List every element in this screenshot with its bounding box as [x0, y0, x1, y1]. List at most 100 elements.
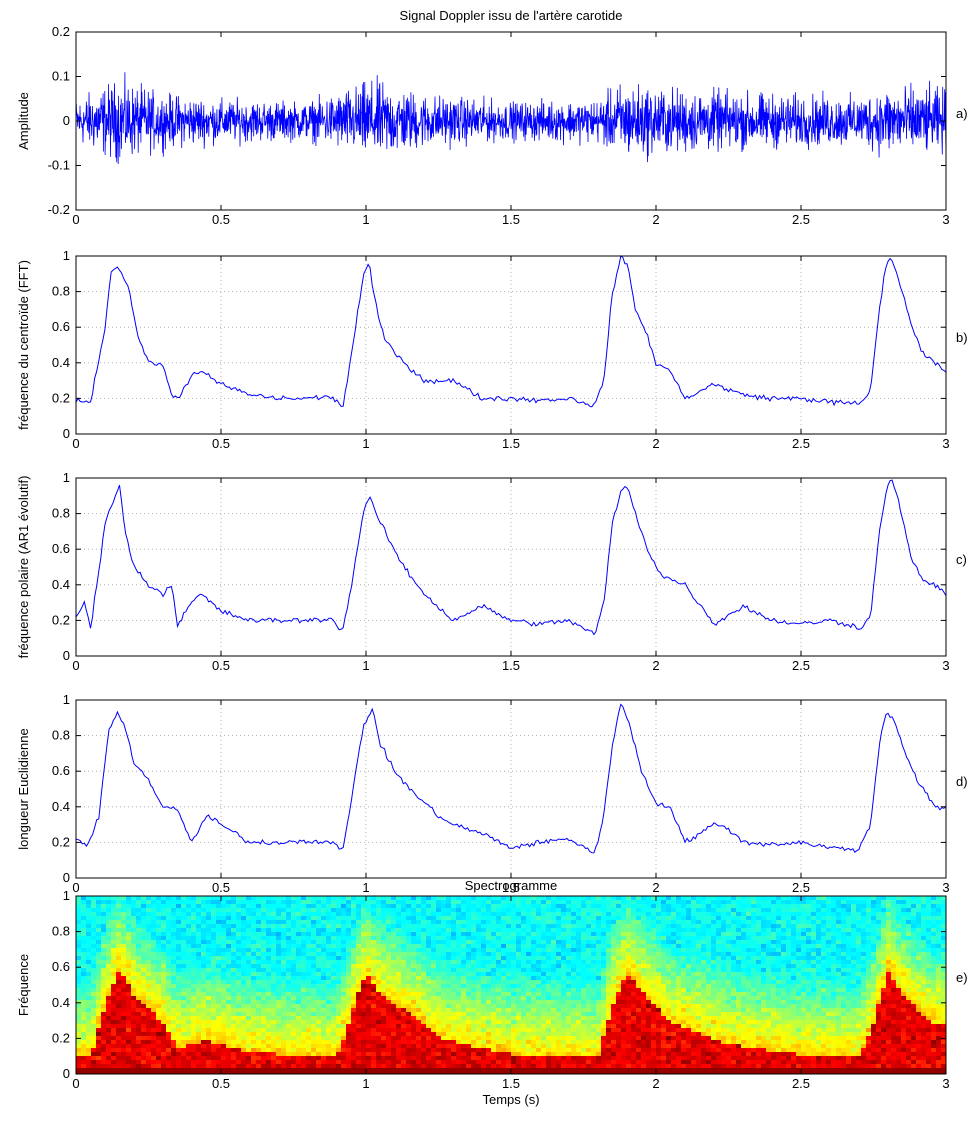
heatmap-cell — [106, 984, 111, 988]
heatmap-cell — [426, 996, 431, 1000]
heatmap-cell — [326, 1024, 331, 1028]
heatmap-cell — [351, 1040, 356, 1044]
heatmap-cell — [106, 908, 111, 912]
heatmap-cell — [201, 988, 206, 992]
heatmap-cell — [316, 964, 321, 968]
heatmap-cell — [421, 932, 426, 936]
heatmap-cell — [141, 972, 146, 976]
heatmap-cell — [456, 948, 461, 952]
heatmap-cell — [451, 984, 456, 988]
heatmap-cell — [371, 960, 376, 964]
heatmap-cell — [81, 1052, 86, 1056]
heatmap-cell — [141, 1004, 146, 1008]
heatmap-cell — [291, 1044, 296, 1048]
heatmap-cell — [521, 972, 526, 976]
heatmap-cell — [351, 1000, 356, 1004]
heatmap-cell — [331, 900, 336, 904]
heatmap-cell — [281, 924, 286, 928]
heatmap-cell — [251, 1068, 256, 1072]
heatmap-cell — [216, 980, 221, 984]
heatmap-cell — [431, 956, 436, 960]
heatmap-cell — [256, 984, 261, 988]
heatmap-cell — [561, 1000, 566, 1004]
heatmap-cell — [406, 1040, 411, 1044]
heatmap-cell — [501, 996, 506, 1000]
heatmap-cell — [401, 968, 406, 972]
heatmap-cell — [451, 916, 456, 920]
heatmap-cell — [86, 1048, 91, 1052]
heatmap-cell — [586, 944, 591, 948]
heatmap-cell — [301, 980, 306, 984]
heatmap-cell — [86, 972, 91, 976]
heatmap-cell — [201, 940, 206, 944]
heatmap-cell — [496, 980, 501, 984]
heatmap-cell — [116, 924, 121, 928]
heatmap-cell — [106, 896, 111, 900]
heatmap-cell — [131, 908, 136, 912]
heatmap-cell — [521, 948, 526, 952]
heatmap-cell — [151, 972, 156, 976]
heatmap-cell — [116, 1032, 121, 1036]
heatmap-cell — [476, 924, 481, 928]
heatmap-cell — [456, 1024, 461, 1028]
heatmap-cell — [396, 1000, 401, 1004]
heatmap-cell — [136, 1052, 141, 1056]
heatmap-cell — [336, 1020, 341, 1024]
heatmap-cell — [266, 1040, 271, 1044]
heatmap-cell — [446, 904, 451, 908]
heatmap-cell — [521, 980, 526, 984]
heatmap-cell — [286, 908, 291, 912]
heatmap-cell — [506, 1064, 511, 1068]
heatmap-cell — [346, 1028, 351, 1032]
heatmap-cell — [241, 916, 246, 920]
heatmap-cell — [141, 900, 146, 904]
heatmap-cell — [526, 1000, 531, 1004]
heatmap-cell — [471, 1060, 476, 1064]
y-tick-label: -0.2 — [48, 202, 70, 217]
heatmap-cell — [211, 896, 216, 900]
heatmap-cell — [166, 1024, 171, 1028]
heatmap-cell — [521, 988, 526, 992]
heatmap-cell — [576, 1048, 581, 1052]
heatmap-cell — [356, 936, 361, 940]
heatmap-cell — [476, 1028, 481, 1032]
heatmap-cell — [571, 900, 576, 904]
heatmap-cell — [561, 972, 566, 976]
heatmap-cell — [536, 1000, 541, 1004]
heatmap-cell — [536, 992, 541, 996]
heatmap-cell — [271, 1040, 276, 1044]
heatmap-cell — [581, 1068, 586, 1072]
heatmap-cell — [256, 1012, 261, 1016]
heatmap-cell — [491, 1068, 496, 1072]
heatmap-cell — [541, 1028, 546, 1032]
heatmap-cell — [246, 1004, 251, 1008]
heatmap-cell — [476, 932, 481, 936]
heatmap-cell — [301, 928, 306, 932]
heatmap-cell — [416, 896, 421, 900]
heatmap-cell — [556, 916, 561, 920]
heatmap-cell — [136, 936, 141, 940]
heatmap-cell — [176, 928, 181, 932]
heatmap-cell — [496, 936, 501, 940]
heatmap-cell — [511, 1000, 516, 1004]
heatmap-cell — [226, 988, 231, 992]
heatmap-cell — [251, 1008, 256, 1012]
heatmap-cell — [461, 1040, 466, 1044]
heatmap-cell — [86, 992, 91, 996]
heatmap-cell — [321, 900, 326, 904]
heatmap-cell — [156, 1048, 161, 1052]
heatmap-cell — [321, 1044, 326, 1048]
heatmap-cell — [231, 900, 236, 904]
heatmap-cell — [466, 920, 471, 924]
heatmap-cell — [76, 1056, 81, 1060]
heatmap-cell — [501, 948, 506, 952]
heatmap-cell — [236, 900, 241, 904]
heatmap-cell — [516, 1064, 521, 1068]
heatmap-cell — [481, 928, 486, 932]
heatmap-cell — [351, 964, 356, 968]
heatmap-cell — [361, 896, 366, 900]
heatmap-cell — [216, 1036, 221, 1040]
heatmap-cell — [186, 988, 191, 992]
heatmap-cell — [346, 920, 351, 924]
heatmap-cell — [321, 996, 326, 1000]
